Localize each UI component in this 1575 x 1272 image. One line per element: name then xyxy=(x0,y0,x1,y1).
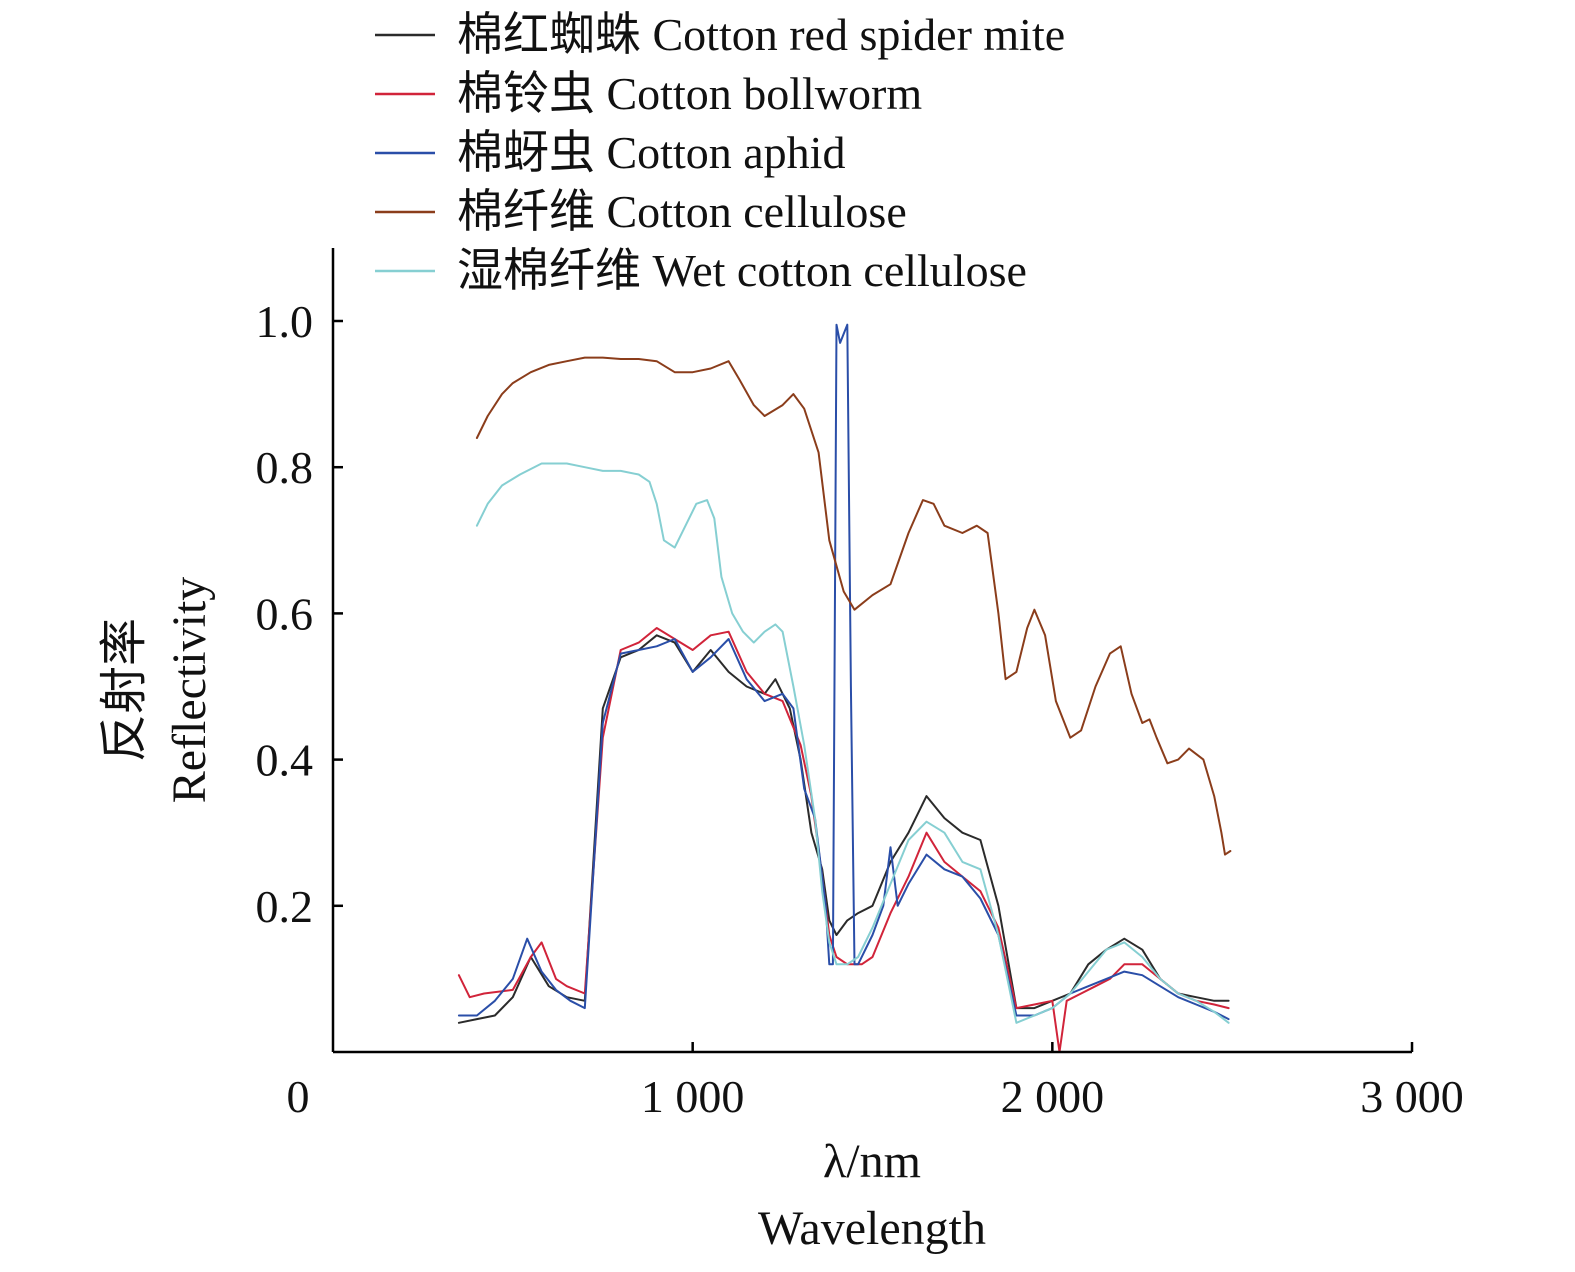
y-axis-title-en: Reflectivity xyxy=(163,577,216,804)
series-line-4 xyxy=(475,356,1232,856)
legend-label: 棉铃虫 Cotton bollworm xyxy=(457,68,922,119)
series-line-2 xyxy=(457,627,1230,1053)
y-tick-label: 0.6 xyxy=(256,588,314,639)
legend-label: 棉蚜虫 Cotton aphid xyxy=(457,127,845,178)
x-ticks: 0 1 000 2 000 3 000 xyxy=(287,1042,1464,1122)
x-tick-label: 3 000 xyxy=(1360,1071,1464,1122)
y-tick-label: 0.4 xyxy=(256,735,314,786)
y-tick-label: 1.0 xyxy=(256,296,314,347)
series-line-5 xyxy=(475,462,1230,1024)
x-tick-label: 1 000 xyxy=(641,1071,745,1122)
x-tick-label: 0 xyxy=(287,1071,310,1122)
y-tick-label: 0.8 xyxy=(256,442,314,493)
y-axis-title-cn: 反射率 xyxy=(98,618,151,762)
legend-label: 棉纤维 Cotton cellulose xyxy=(457,186,907,237)
y-ticks: 0.2 0.4 0.6 0.8 1.0 xyxy=(256,296,343,932)
series-layer xyxy=(457,323,1232,1053)
legend-label: 湿棉纤维 Wet cotton cellulose xyxy=(457,245,1027,296)
legend: 棉红蜘蛛 Cotton red spider mite 棉铃虫 Cotton bo… xyxy=(375,9,1065,296)
y-tick-label: 0.2 xyxy=(256,881,314,932)
x-axis-title-en: Wavelength xyxy=(758,1202,986,1255)
legend-label: 棉红蜘蛛 Cotton red spider mite xyxy=(457,9,1065,60)
x-tick-label: 2 000 xyxy=(1001,1071,1105,1122)
x-axis-title: λ/nm xyxy=(823,1135,921,1188)
series-line-3 xyxy=(457,323,1230,1021)
